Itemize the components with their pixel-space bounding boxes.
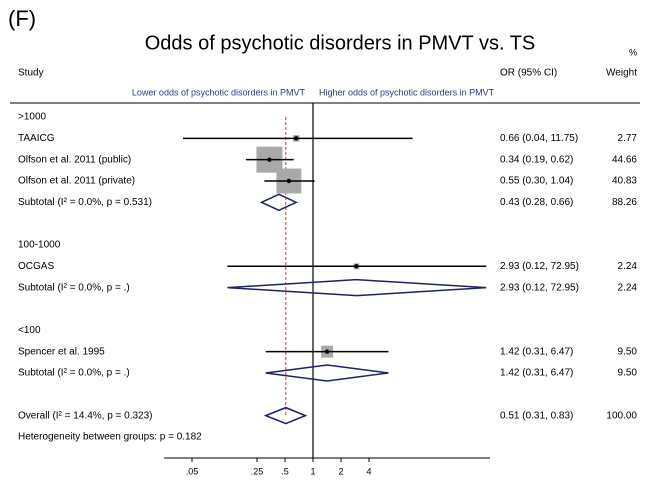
estimate-label: 1.42 (0.31, 6.47) — [500, 346, 573, 357]
study-header: Study — [18, 68, 44, 79]
weight-label: 9.50 — [618, 368, 638, 379]
diamond — [227, 278, 487, 297]
row-label: Olfson et al. 2011 (private) — [18, 176, 135, 187]
point — [294, 136, 299, 141]
estimate-label: 2.93 (0.12, 72.95) — [500, 282, 579, 293]
weight-label: 2.24 — [618, 282, 638, 293]
weight-header: Weight — [606, 68, 637, 79]
x-tick-label: 1 — [310, 466, 315, 476]
estimate-label: 1.42 (0.31, 6.47) — [500, 368, 573, 379]
diamond — [263, 406, 308, 425]
estimate-label: 0.34 (0.19, 0.62) — [500, 154, 573, 165]
estimate-label: 0.55 (0.30, 1.04) — [500, 176, 573, 187]
estimate-label: 0.66 (0.04, 11.75) — [500, 133, 578, 144]
row-label: Subtotal (I² = 0.0%, p = 0.531) — [18, 197, 152, 208]
x-tick-label: 2 — [338, 466, 343, 476]
estimate-label: 0.43 (0.28, 0.66) — [500, 197, 573, 208]
weight-label: 88.26 — [612, 197, 637, 208]
weight-label: 9.50 — [618, 346, 638, 357]
row-label: Overall (I² = 14.4%, p = 0.323) — [18, 410, 153, 421]
estimate-header: OR (95% CI) — [500, 68, 557, 79]
row-label: Subtotal (I² = 0.0%, p = .) — [18, 368, 130, 379]
group-heading: >1000 — [18, 112, 47, 123]
group-heading: <100 — [18, 325, 41, 336]
row-label: TAAICG — [18, 133, 55, 144]
row-label: Olfson et al. 2011 (public) — [18, 154, 131, 165]
panel-label: (F) — [8, 6, 36, 31]
weight-label: 2.24 — [618, 261, 638, 272]
x-tick-label: .25 — [251, 466, 264, 476]
estimate-label: 0.51 (0.31, 0.83) — [500, 410, 573, 421]
point — [286, 178, 292, 184]
point — [267, 157, 272, 162]
weight-header: % — [629, 47, 637, 57]
weight-label: 40.83 — [612, 176, 637, 187]
direction-label: Higher odds of psychotic disorders in PM… — [319, 87, 495, 97]
chart-title: Odds of psychotic disorders in PMVT vs. … — [145, 32, 536, 54]
group-heading: 100-1000 — [18, 240, 61, 251]
estimate-label: 2.93 (0.12, 72.95) — [500, 261, 579, 272]
point — [354, 264, 359, 269]
row-label: OCGAS — [18, 261, 54, 272]
point — [324, 349, 330, 354]
row-label: Subtotal (I² = 0.0%, p = .) — [18, 282, 130, 293]
weight-label: 2.77 — [618, 133, 638, 144]
x-tick-label: 4 — [366, 466, 371, 476]
weight-label: 100.00 — [606, 410, 637, 421]
weight-label: 44.66 — [612, 154, 637, 165]
diamond — [265, 364, 389, 382]
diamond — [259, 193, 299, 212]
direction-label: Lower odds of psychotic disorders in PMV… — [132, 87, 306, 97]
x-tick-label: .05 — [186, 466, 199, 476]
note: Heterogeneity between groups: p = 0.182 — [18, 432, 202, 443]
x-tick-label: .5 — [281, 466, 289, 476]
row-label: Spencer et al. 1995 — [18, 346, 105, 357]
